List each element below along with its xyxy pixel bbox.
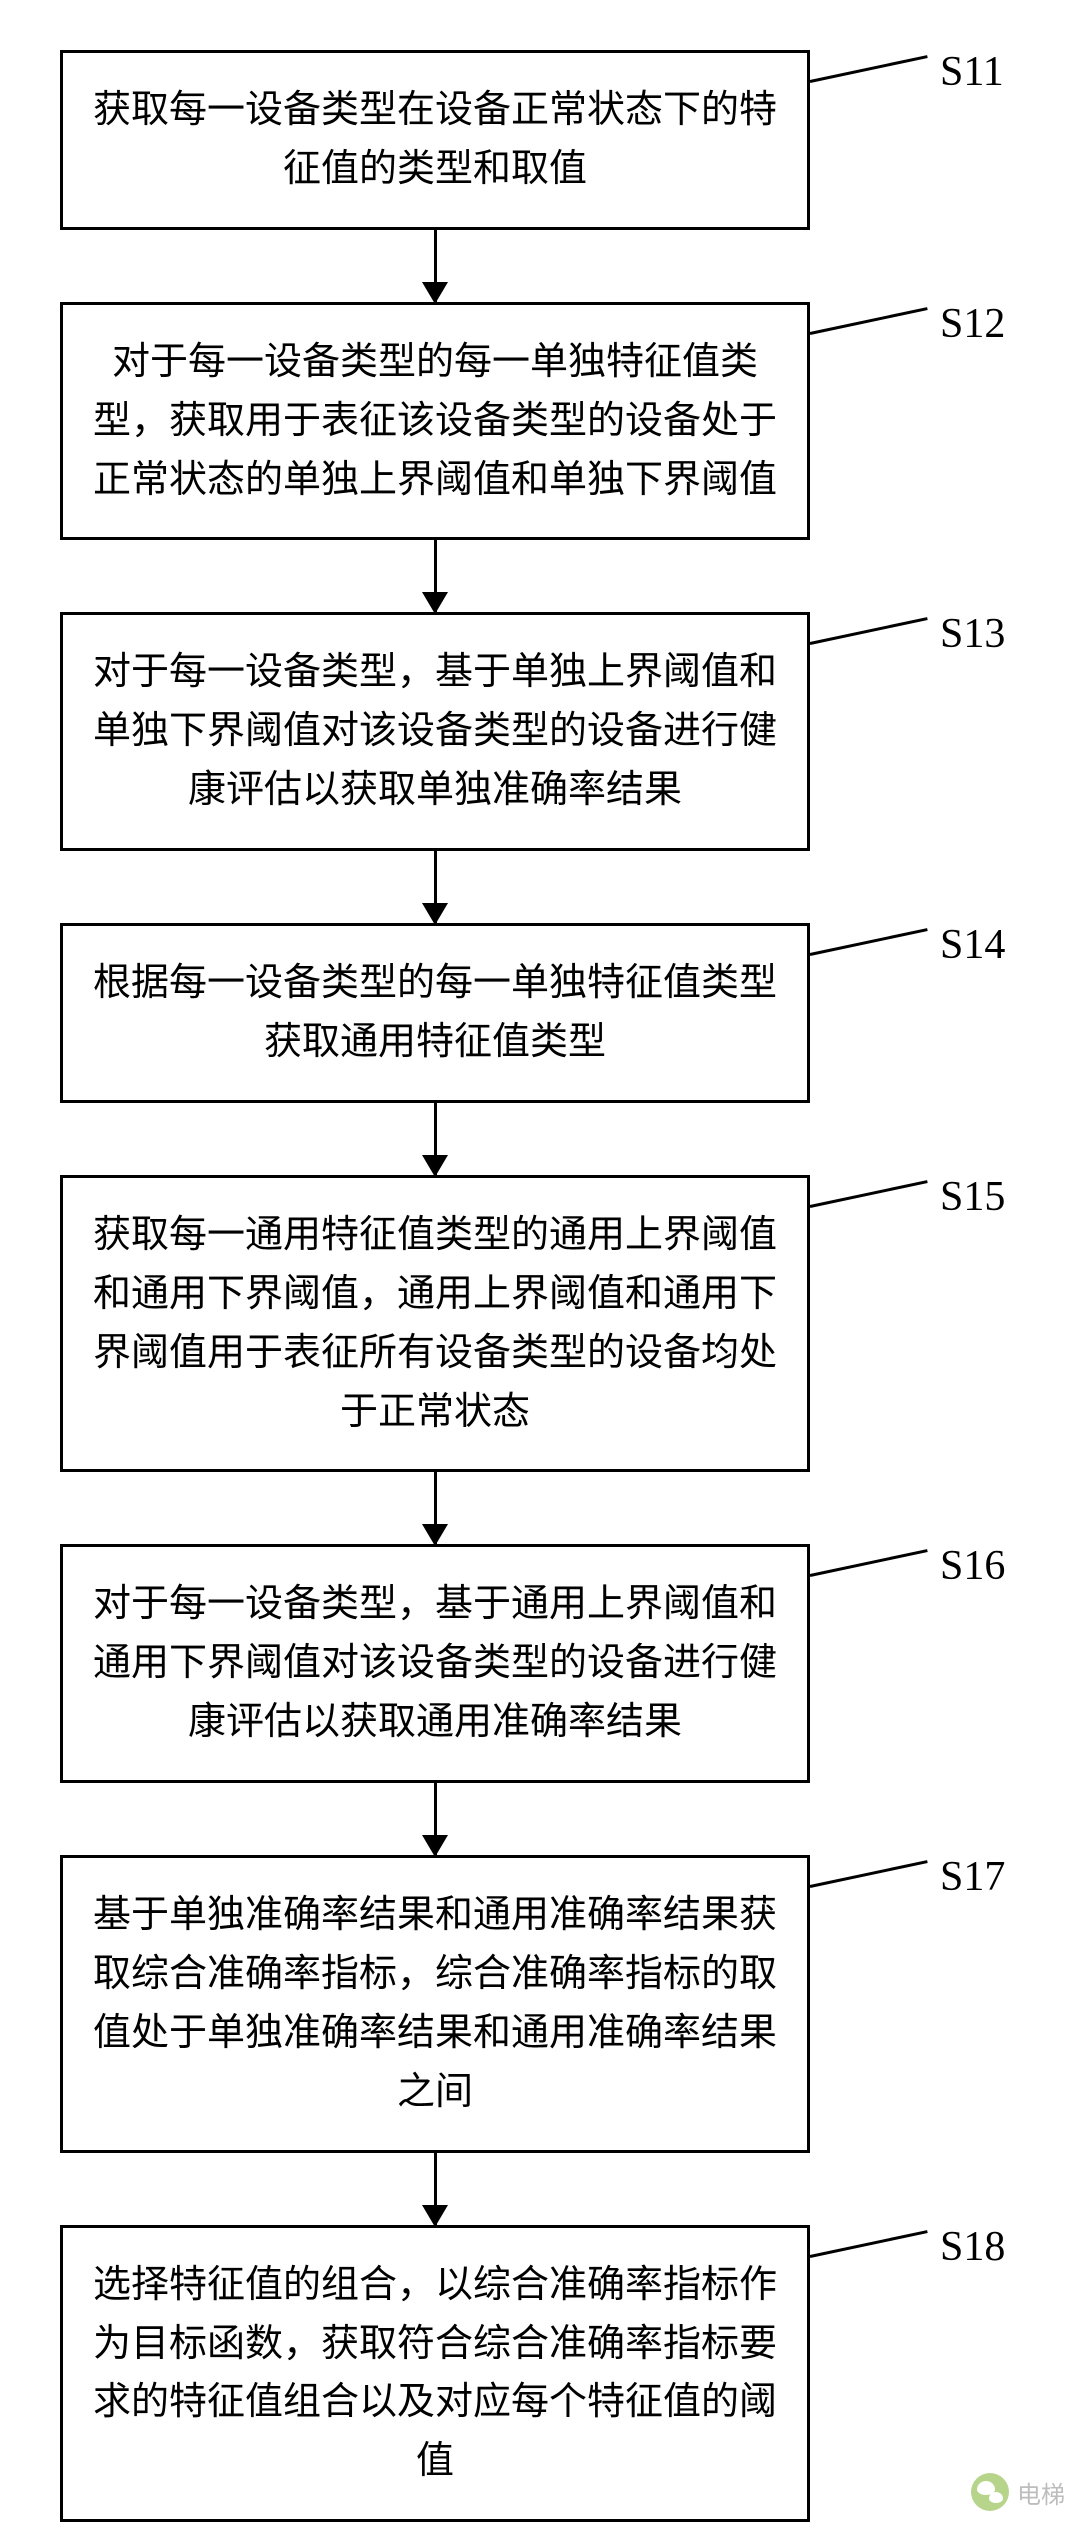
arrow-icon <box>434 540 437 612</box>
arrow-container <box>60 851 810 923</box>
step-s17-row: 基于单独准确率结果和通用准确率结果获取综合准确率指标，综合准确率指标的取值处于单… <box>60 1855 810 2153</box>
label-connector <box>810 1860 928 1888</box>
step-s18-row: 选择特征值的组合，以综合准确率指标作为目标函数，获取符合综合准确率指标要求的特征… <box>60 2225 810 2523</box>
label-connector <box>810 1180 928 1208</box>
step-s16-box: 对于每一设备类型，基于通用上界阈值和通用下界阈值对该设备类型的设备进行健康评估以… <box>60 1544 810 1783</box>
step-s12-label: S12 <box>940 300 1005 348</box>
step-s13-box: 对于每一设备类型，基于单独上界阈值和单独下界阈值对该设备类型的设备进行健康评估以… <box>60 612 810 851</box>
arrow-container <box>60 1783 810 1855</box>
step-s13-label: S13 <box>940 610 1005 658</box>
step-s15-row: 获取每一通用特征值类型的通用上界阈值和通用下界阈值，通用上界阈值和通用下界阈值用… <box>60 1175 810 1473</box>
arrow-container <box>60 540 810 612</box>
step-s13-row: 对于每一设备类型，基于单独上界阈值和单独下界阈值对该设备类型的设备进行健康评估以… <box>60 612 810 851</box>
label-connector <box>810 618 928 646</box>
arrow-container <box>60 1103 810 1175</box>
arrow-icon <box>434 1472 437 1544</box>
watermark-text: 电梯 <box>1017 2475 1065 2510</box>
arrow-container <box>60 230 810 302</box>
arrow-container <box>60 1472 810 1544</box>
step-s16-row: 对于每一设备类型，基于通用上界阈值和通用下界阈值对该设备类型的设备进行健康评估以… <box>60 1544 810 1783</box>
step-s16-label: S16 <box>940 1542 1005 1590</box>
arrow-icon <box>434 2153 437 2225</box>
step-s14-label: S14 <box>940 921 1005 969</box>
arrow-icon <box>434 1783 437 1855</box>
arrow-container <box>60 2153 810 2225</box>
step-s14-box: 根据每一设备类型的每一单独特征值类型获取通用特征值类型 <box>60 923 810 1103</box>
step-s15-box: 获取每一通用特征值类型的通用上界阈值和通用下界阈值，通用上界阈值和通用下界阈值用… <box>60 1175 810 1473</box>
watermark: 电梯 <box>971 2473 1065 2511</box>
label-connector <box>810 307 928 335</box>
label-connector <box>810 928 928 956</box>
label-connector <box>810 55 928 83</box>
step-s12-box: 对于每一设备类型的每一单独特征值类型，获取用于表征该设备类型的设备处于正常状态的… <box>60 302 810 541</box>
wechat-icon <box>971 2473 1009 2511</box>
step-s18-label: S18 <box>940 2223 1005 2271</box>
label-connector <box>810 1550 928 1578</box>
step-s18-box: 选择特征值的组合，以综合准确率指标作为目标函数，获取符合综合准确率指标要求的特征… <box>60 2225 810 2523</box>
step-s15-label: S15 <box>940 1173 1005 1221</box>
step-s11-label: S11 <box>940 48 1004 96</box>
flowchart-container: 获取每一设备类型在设备正常状态下的特征值的类型和取值 S11 对于每一设备类型的… <box>0 0 1080 2522</box>
step-s17-label: S17 <box>940 1853 1005 1901</box>
step-s12-row: 对于每一设备类型的每一单独特征值类型，获取用于表征该设备类型的设备处于正常状态的… <box>60 302 810 541</box>
step-s14-row: 根据每一设备类型的每一单独特征值类型获取通用特征值类型 S14 <box>60 923 810 1103</box>
arrow-icon <box>434 1103 437 1175</box>
step-s11-box: 获取每一设备类型在设备正常状态下的特征值的类型和取值 <box>60 50 810 230</box>
step-s11-row: 获取每一设备类型在设备正常状态下的特征值的类型和取值 S11 <box>60 50 810 230</box>
arrow-icon <box>434 230 437 302</box>
step-s17-box: 基于单独准确率结果和通用准确率结果获取综合准确率指标，综合准确率指标的取值处于单… <box>60 1855 810 2153</box>
label-connector <box>810 2230 928 2258</box>
arrow-icon <box>434 851 437 923</box>
